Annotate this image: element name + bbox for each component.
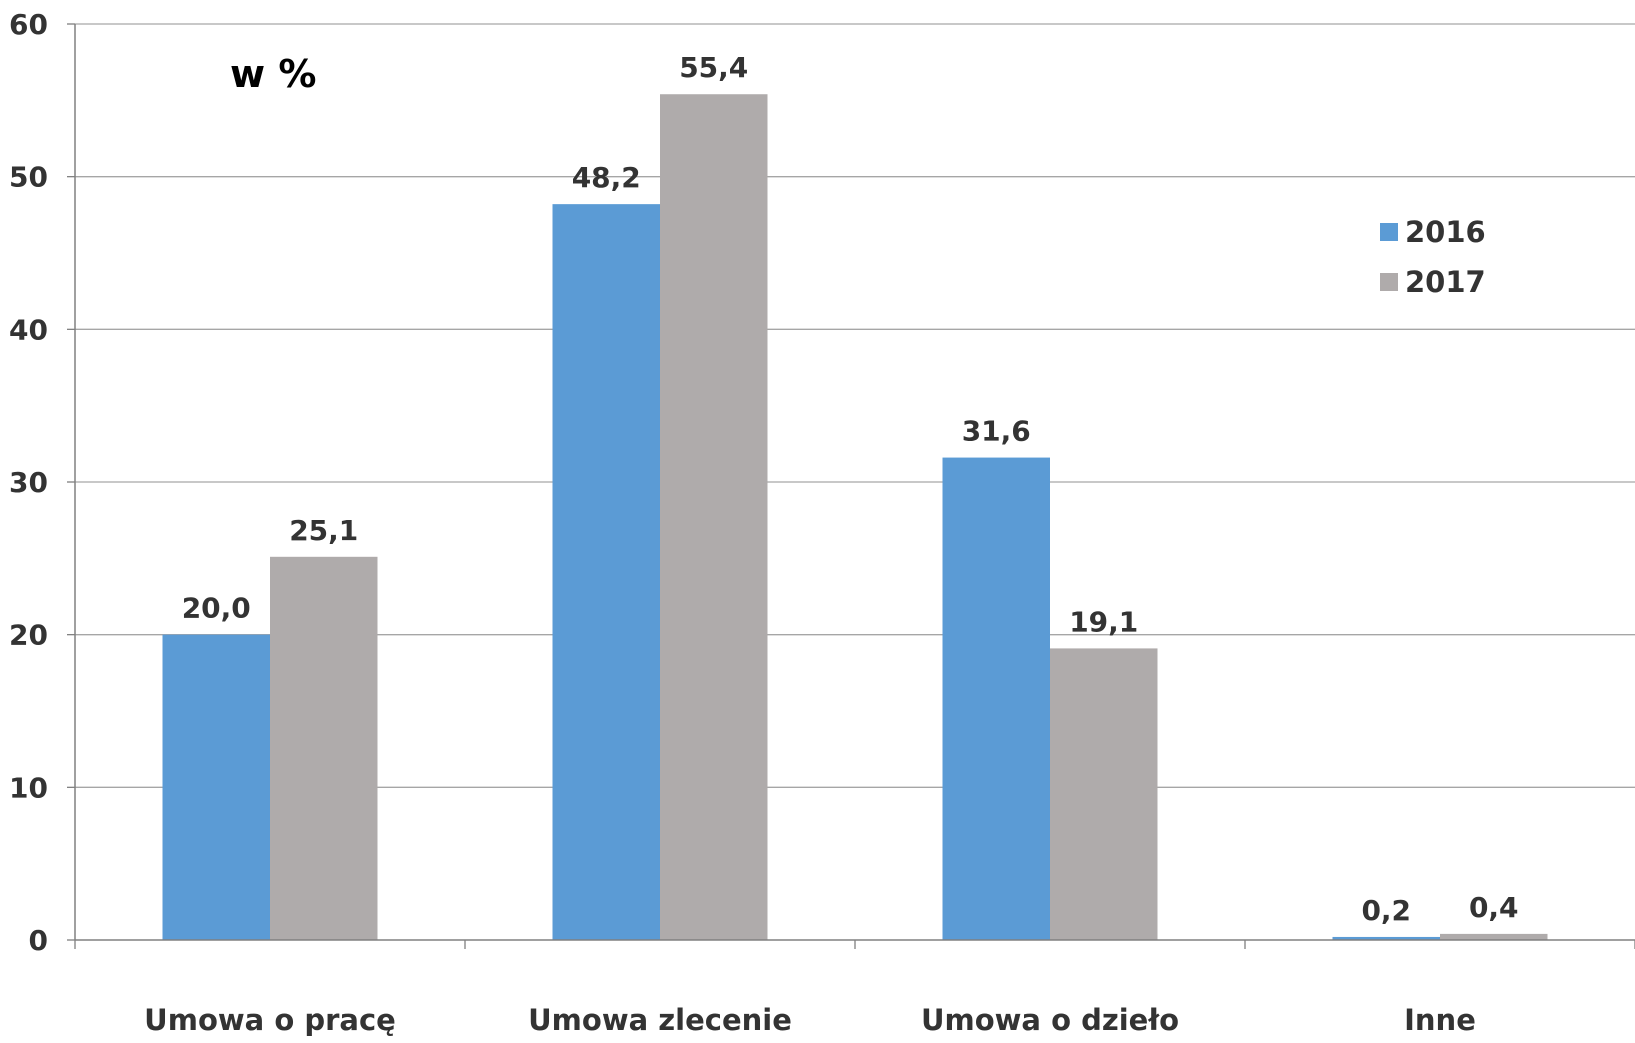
data-label-2016: 48,2 [572,161,641,194]
legend-swatch-2016 [1380,223,1398,241]
data-label-2017: 19,1 [1069,605,1138,638]
data-label-2017: 55,4 [679,51,748,84]
y-tick-label: 60 [9,8,48,41]
data-label-2016: 20,0 [182,592,251,625]
bar-2017 [270,556,378,940]
y-tick-label: 20 [9,619,48,652]
bar-2017 [660,94,768,940]
x-category-label: Umowa zlecenie [528,1003,792,1037]
bar-2016 [552,204,660,940]
legend-label-2017: 2017 [1405,265,1486,299]
y-tick-label: 0 [29,924,48,957]
bar-2017 [1440,933,1548,940]
y-tick-label: 40 [9,313,48,346]
bar-2016 [162,634,270,940]
legend-label-2016: 2016 [1405,215,1486,249]
y-tick-label: 10 [9,771,48,804]
data-label-2017: 0,4 [1469,891,1519,924]
x-category-label: Umowa o pracę [144,1003,396,1037]
bar-2017 [1050,648,1158,940]
legend-swatch-2017 [1380,273,1398,291]
data-label-2016: 0,2 [1361,894,1411,927]
x-category-label: Inne [1404,1003,1476,1037]
bar-2016 [942,457,1050,940]
x-category-label: Umowa o dzieło [921,1003,1179,1037]
y-tick-label: 50 [9,161,48,194]
y-tick-label: 30 [9,466,48,499]
data-label-2016: 31,6 [962,415,1031,448]
unit-label: w % [230,52,317,96]
bar-2016 [1332,936,1440,940]
data-label-2017: 25,1 [289,514,358,547]
